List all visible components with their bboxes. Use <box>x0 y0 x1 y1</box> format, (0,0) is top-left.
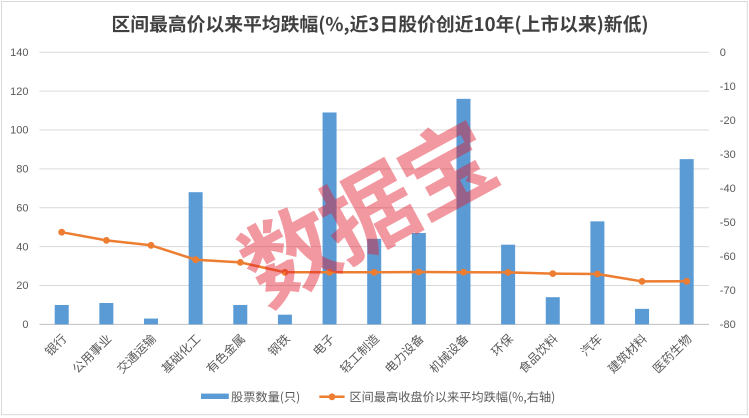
svg-text:-70: -70 <box>720 285 736 297</box>
svg-text:-40: -40 <box>720 183 736 195</box>
svg-text:-60: -60 <box>720 251 736 263</box>
svg-text:80: 80 <box>16 164 28 176</box>
svg-text:-80: -80 <box>720 319 736 331</box>
svg-text:-10: -10 <box>720 81 736 93</box>
svg-text:-30: -30 <box>720 149 736 161</box>
svg-text:-50: -50 <box>720 217 736 229</box>
svg-text:0: 0 <box>22 319 28 331</box>
svg-text:100: 100 <box>10 125 28 137</box>
svg-text:140: 140 <box>10 47 28 59</box>
svg-text:0: 0 <box>720 47 726 59</box>
svg-text:120: 120 <box>10 86 28 98</box>
svg-text:40: 40 <box>16 241 28 253</box>
svg-text:20: 20 <box>16 280 28 292</box>
svg-text:-20: -20 <box>720 115 736 127</box>
svg-text:60: 60 <box>16 202 28 214</box>
